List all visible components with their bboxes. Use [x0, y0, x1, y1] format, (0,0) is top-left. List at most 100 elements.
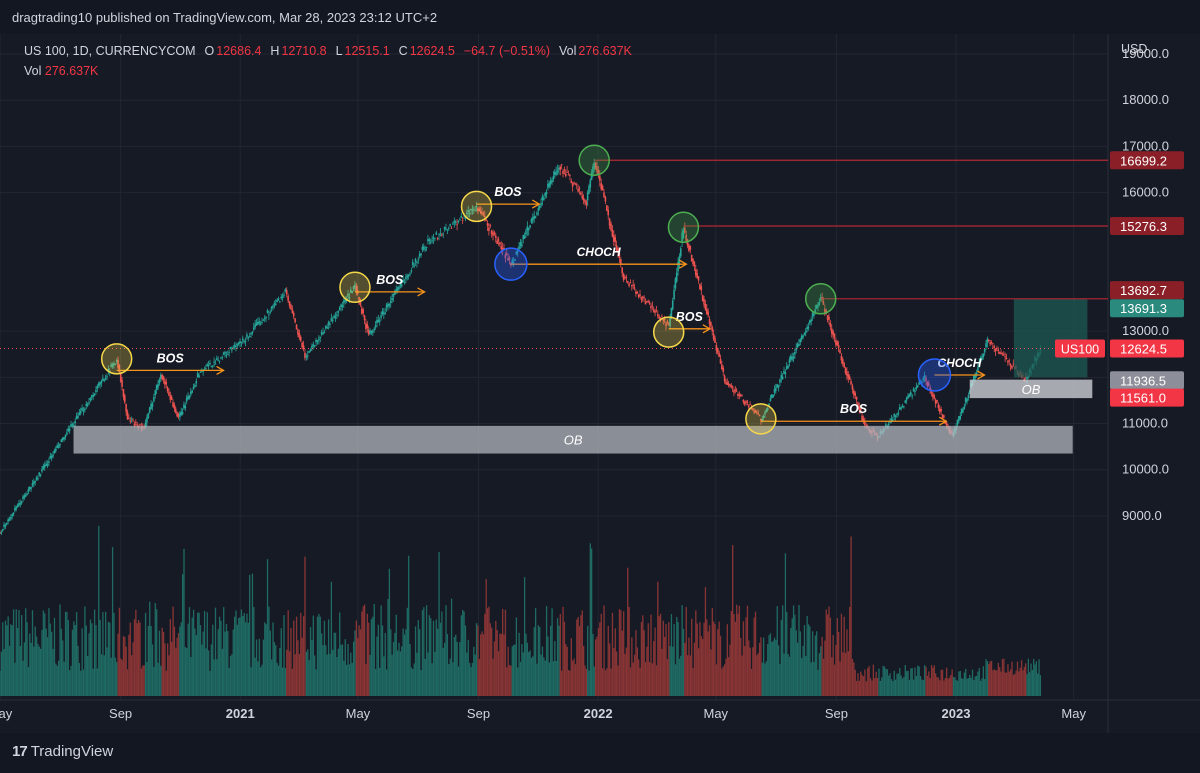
candle-body — [688, 244, 690, 251]
candle-body — [499, 242, 501, 245]
volume-bar — [227, 631, 229, 696]
volume-bar — [799, 631, 802, 696]
volume-bar — [414, 626, 417, 696]
tradingview-logo[interactable]: 17 TradingView — [12, 743, 113, 760]
volume-bar — [236, 624, 239, 696]
candle-body — [479, 210, 482, 214]
candle-body — [912, 388, 915, 392]
candle-body — [777, 385, 780, 388]
volume-bar — [676, 616, 678, 696]
candle-body — [366, 324, 369, 329]
volume-bar — [773, 637, 776, 696]
symbol-tag-text: US100 — [1061, 342, 1099, 356]
candle-body — [659, 317, 662, 320]
candle-body — [573, 182, 575, 184]
volume-bar — [22, 660, 24, 696]
volume-bar — [213, 659, 215, 696]
candle-body — [533, 215, 535, 219]
volume-bar — [543, 657, 545, 696]
volume-bar — [1020, 660, 1023, 696]
candle-body — [439, 233, 442, 235]
candle-body — [940, 408, 942, 412]
candle-body — [593, 162, 596, 169]
volume-bar — [947, 678, 949, 696]
candle-body — [359, 300, 362, 305]
candle-body — [443, 227, 446, 230]
volume-bar — [943, 680, 945, 696]
swing-circle — [917, 358, 952, 392]
volume-bar — [556, 618, 559, 696]
volume-bar — [408, 555, 410, 696]
price-chart[interactable]: OBOBBOSBOSBOSCHOCHBOSBOSCHOCHUSD9000.010… — [0, 34, 1200, 733]
volume-bar — [218, 616, 221, 696]
volume-bar — [66, 611, 68, 696]
candle-body — [508, 257, 511, 260]
volume-bar — [261, 664, 263, 696]
candle-body — [894, 415, 897, 418]
candle-body — [22, 496, 24, 500]
candle-body — [504, 254, 507, 259]
volume-bar — [51, 631, 53, 696]
volume-bar — [629, 667, 632, 696]
volume-bar — [889, 673, 891, 696]
volume-bar — [293, 620, 295, 696]
candle-body — [190, 391, 192, 395]
candle-body — [316, 340, 319, 342]
volume-bar — [922, 680, 924, 696]
volume-bar — [583, 645, 585, 696]
volume-bar — [836, 618, 838, 696]
candle-body — [830, 328, 833, 334]
volume-bar — [730, 610, 732, 696]
candle-body — [299, 336, 302, 341]
volume-bar — [768, 635, 770, 696]
volume-bar — [510, 665, 512, 696]
volume-bar — [421, 610, 424, 696]
candle-body — [226, 353, 229, 355]
y-tick-label: 13000.0 — [1122, 323, 1169, 338]
candle-body — [560, 164, 563, 166]
volume-bar — [368, 622, 370, 696]
volume-bar — [106, 647, 108, 696]
volume-bar — [718, 621, 720, 696]
candle-body — [964, 397, 967, 403]
candle-body — [185, 397, 188, 402]
candle-body — [631, 284, 633, 287]
volume-bar — [63, 661, 65, 696]
open-label: O — [204, 44, 215, 58]
volume-bar — [272, 622, 274, 696]
volume-bar — [975, 675, 978, 696]
candle-body — [235, 346, 237, 348]
candle-body — [447, 227, 450, 229]
candle-body — [824, 308, 826, 314]
candle-body — [832, 331, 834, 336]
volume-bar — [563, 621, 566, 696]
candle-body — [685, 234, 687, 241]
candle-body — [472, 209, 475, 210]
volume-bar — [242, 615, 244, 696]
volume-bar — [403, 634, 406, 696]
volume-bar — [351, 662, 353, 696]
volume-bar — [300, 612, 302, 696]
candle-body — [59, 443, 61, 446]
candle-body — [628, 283, 630, 286]
price-label-text: 11561.0 — [1120, 391, 1166, 406]
volume-bar — [244, 622, 247, 696]
volume-line-label: Vol — [24, 64, 42, 78]
y-tick-label: 11000.0 — [1122, 416, 1168, 431]
candle-body — [992, 343, 994, 345]
volume-bar — [384, 633, 386, 696]
candle-body — [773, 389, 776, 393]
candle-body — [538, 205, 541, 209]
candle-body — [826, 315, 829, 320]
volume-bar — [570, 638, 572, 696]
candle-body — [220, 357, 222, 359]
candle-body — [403, 281, 406, 283]
candle-body — [410, 270, 413, 272]
volume-bar — [754, 611, 757, 696]
candle-body — [327, 322, 330, 325]
volume-bar — [405, 629, 407, 696]
volume-bar — [904, 665, 906, 696]
candle-body — [600, 183, 603, 190]
volume-bar — [788, 656, 791, 696]
volume-bar — [455, 634, 457, 696]
